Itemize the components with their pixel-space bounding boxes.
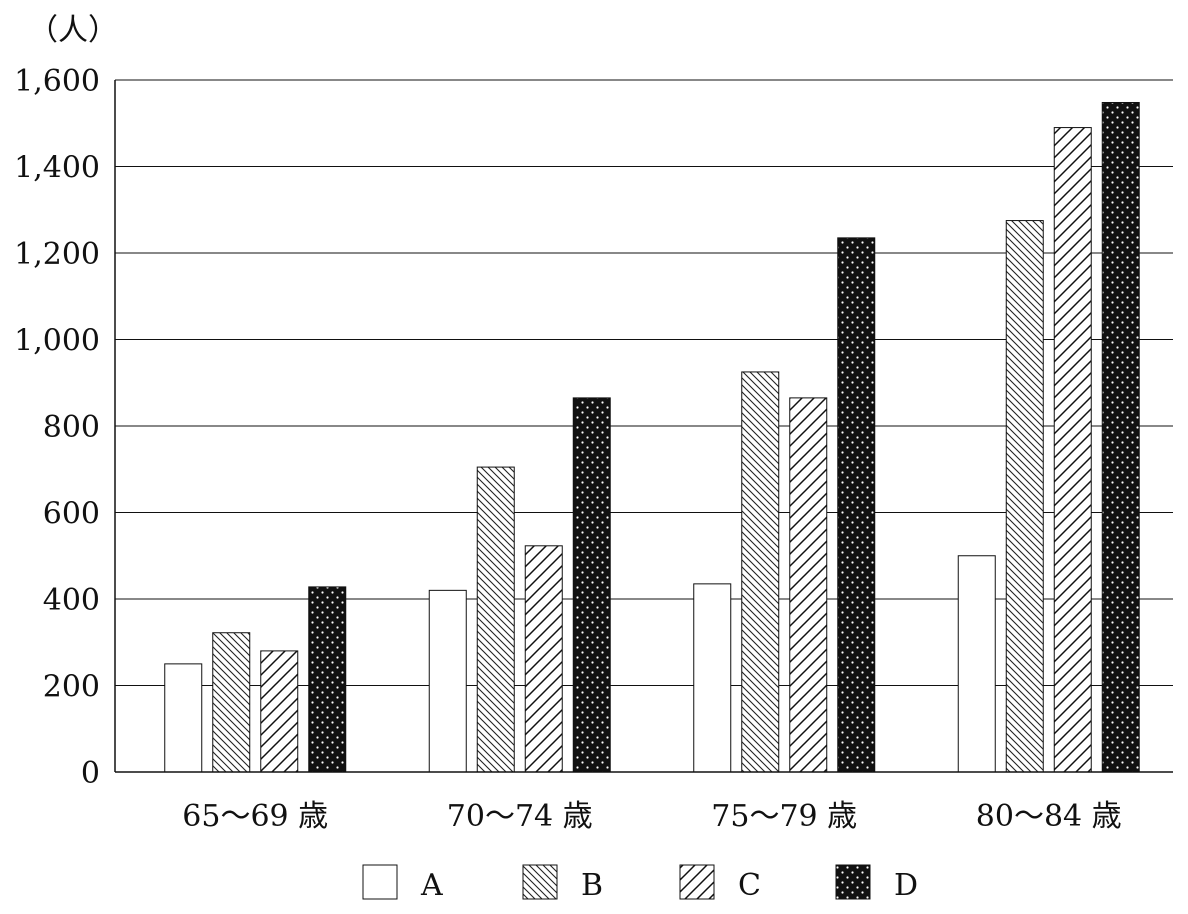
- legend-label-b: B: [581, 868, 603, 903]
- bar-a-2: [693, 583, 732, 773]
- y-tick-label: 1,600: [14, 64, 100, 99]
- gridlines: [115, 79, 1173, 686]
- bar-b-1: [476, 466, 515, 773]
- x-tick-label: 70～74 歳: [447, 799, 593, 834]
- y-tick-label: 1,400: [14, 151, 100, 186]
- y-tick-label: 0: [81, 756, 100, 791]
- bar-b-0: [212, 632, 251, 773]
- bar-b-2: [741, 371, 780, 773]
- y-tick-label: 600: [43, 497, 100, 532]
- y-tick-label: 1,200: [14, 237, 100, 272]
- bar-d-1: [572, 397, 611, 773]
- x-tick-label: 80～84 歳: [976, 799, 1122, 834]
- bar-a-3: [957, 555, 996, 773]
- legend-label-d: D: [894, 868, 918, 903]
- legend-swatch-c: [679, 864, 715, 900]
- x-tick-labels: 65～69 歳 70～74 歳 75～79 歳 80～84 歳: [182, 799, 1121, 834]
- bar-c-0: [260, 650, 299, 773]
- y-tick-label: 800: [43, 410, 100, 445]
- legend-label-a: A: [420, 868, 443, 903]
- legend-swatch-d: [835, 864, 871, 900]
- y-axis-label: （人）: [28, 13, 118, 48]
- bar-a-1: [428, 589, 467, 773]
- y-tick-label: 200: [43, 670, 100, 705]
- bar-c-2: [789, 397, 828, 773]
- legend-swatch-b: [522, 864, 558, 900]
- bar-c-3: [1053, 127, 1092, 773]
- bar-a-0: [164, 663, 203, 773]
- bar-b-3: [1005, 220, 1044, 773]
- y-tick-label: 1,000: [14, 324, 100, 359]
- legend-label-c: C: [738, 868, 761, 903]
- x-tick-label: 75～79 歳: [711, 799, 857, 834]
- bar-d-0: [308, 586, 347, 773]
- y-tick-labels: 0 200 400 600 800 1,000 1,200 1,400 1,600: [14, 64, 100, 791]
- x-tick-label: 65～69 歳: [182, 799, 328, 834]
- bar-d-2: [837, 237, 876, 773]
- bars: [164, 101, 1140, 773]
- bar-c-1: [524, 545, 563, 773]
- legend-swatch-a: [362, 864, 398, 900]
- y-tick-label: 400: [43, 583, 100, 618]
- bar-d-3: [1101, 101, 1140, 773]
- legend: A B C D: [362, 864, 918, 903]
